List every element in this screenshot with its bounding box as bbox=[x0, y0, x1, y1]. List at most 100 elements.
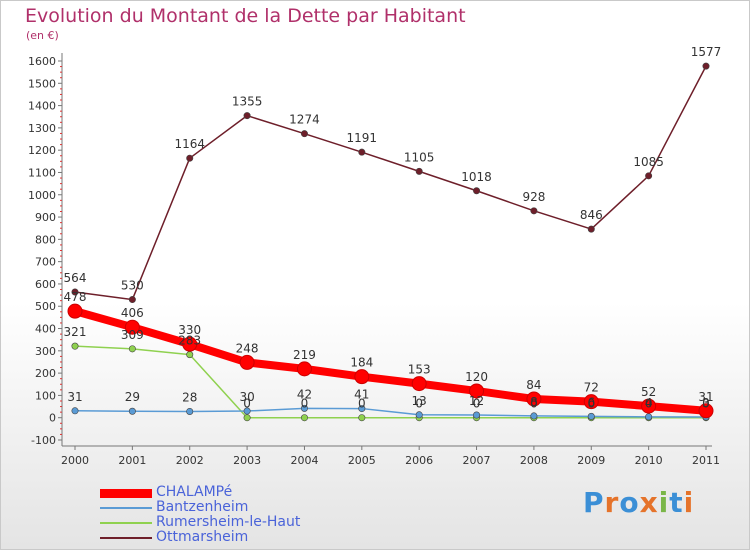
logo-letter: i bbox=[658, 486, 670, 519]
y-tick-label: 200 bbox=[35, 367, 56, 380]
data-label-3: 1355 bbox=[232, 95, 263, 109]
data-point-3 bbox=[358, 148, 366, 156]
data-label-2: 0 bbox=[415, 397, 423, 411]
data-label-1: 30 bbox=[239, 390, 254, 404]
data-label-2: 0 bbox=[530, 397, 538, 411]
logo-letter: t bbox=[669, 486, 684, 519]
legend-label: Ottmarsheim bbox=[156, 529, 249, 545]
data-label-1: 8 bbox=[530, 395, 538, 409]
data-label-1: 42 bbox=[297, 387, 312, 401]
legend-label: Bantzenheim bbox=[156, 499, 249, 515]
data-point-1 bbox=[128, 407, 136, 415]
data-point-3 bbox=[473, 187, 481, 195]
data-label-1: 41 bbox=[354, 388, 369, 402]
y-tick-label: 1600 bbox=[28, 55, 56, 68]
data-point-2 bbox=[300, 414, 308, 422]
data-label-2: 0 bbox=[358, 397, 366, 411]
data-point-3 bbox=[645, 172, 653, 180]
x-tick-label: 2004 bbox=[290, 454, 318, 467]
legend-label: CHALAMPé bbox=[156, 484, 233, 500]
data-label-2: 321 bbox=[64, 325, 87, 339]
data-label-0: 406 bbox=[121, 306, 144, 320]
logo-letter: i bbox=[683, 486, 695, 519]
y-tick-label: 100 bbox=[35, 389, 56, 402]
y-tick-label: 800 bbox=[35, 233, 56, 246]
legend-swatch bbox=[100, 522, 152, 524]
data-label-3: 1018 bbox=[461, 170, 492, 184]
data-point-0 bbox=[526, 391, 542, 407]
chart-title: Evolution du Montant de la Dette par Hab… bbox=[25, 5, 466, 27]
x-tick-label: 2006 bbox=[405, 454, 433, 467]
data-point-2 bbox=[243, 414, 251, 422]
y-tick-label: 700 bbox=[35, 256, 56, 269]
data-point-1 bbox=[587, 412, 595, 420]
proxiti-logo: Proxiti bbox=[583, 486, 694, 519]
data-label-2: 0 bbox=[473, 397, 481, 411]
data-point-0 bbox=[698, 403, 714, 419]
x-tick-label: 2005 bbox=[348, 454, 376, 467]
x-tick-label: 2009 bbox=[577, 454, 605, 467]
legend-label: Rumersheim-le-Haut bbox=[156, 514, 301, 530]
y-tick-label: 400 bbox=[35, 323, 56, 336]
y-tick-label: 1300 bbox=[28, 122, 56, 135]
series-line-2 bbox=[74, 345, 707, 419]
data-label-3: 1164 bbox=[174, 137, 205, 151]
data-label-0: 219 bbox=[293, 348, 316, 362]
data-point-3 bbox=[702, 62, 710, 70]
data-label-1: 28 bbox=[182, 390, 197, 404]
y-tick-label: 600 bbox=[35, 278, 56, 291]
data-point-0 bbox=[182, 336, 198, 352]
data-point-1 bbox=[645, 413, 653, 421]
y-tick-label: 1000 bbox=[28, 189, 56, 202]
data-point-0 bbox=[354, 369, 370, 385]
legend-swatch bbox=[100, 488, 152, 498]
data-label-0: 52 bbox=[641, 385, 656, 399]
data-label-2: 0 bbox=[587, 397, 595, 411]
data-point-1 bbox=[186, 407, 194, 415]
data-point-0 bbox=[124, 319, 140, 335]
data-point-1 bbox=[71, 407, 79, 415]
data-label-3: 530 bbox=[121, 279, 144, 293]
y-tick-label: 1200 bbox=[28, 144, 56, 157]
data-label-3: 1191 bbox=[347, 131, 378, 145]
logo-letter: x bbox=[639, 486, 659, 519]
data-point-2 bbox=[71, 342, 79, 350]
data-point-1 bbox=[415, 411, 423, 419]
data-label-2: 0 bbox=[702, 397, 710, 411]
data-label-0: 478 bbox=[64, 290, 87, 304]
data-point-2 bbox=[186, 351, 194, 359]
data-point-2 bbox=[128, 345, 136, 353]
y-tick-label: 300 bbox=[35, 345, 56, 358]
data-point-1 bbox=[243, 407, 251, 415]
series-line-3 bbox=[74, 65, 707, 301]
y-tick-label: 1500 bbox=[28, 77, 56, 90]
data-label-2: 0 bbox=[243, 397, 251, 411]
data-label-1: 12 bbox=[469, 394, 484, 408]
legend-swatch bbox=[100, 507, 152, 509]
x-tick-label: 2001 bbox=[118, 454, 146, 467]
y-tick-label: 1400 bbox=[28, 100, 56, 113]
data-point-1 bbox=[473, 411, 481, 419]
x-tick-label: 2000 bbox=[61, 454, 89, 467]
unit-label: (en €) bbox=[26, 29, 59, 42]
data-label-0: 120 bbox=[465, 370, 488, 384]
data-label-0: 330 bbox=[178, 323, 201, 337]
y-tick-label: 1100 bbox=[28, 166, 56, 179]
data-label-1: 13 bbox=[412, 394, 427, 408]
data-point-0 bbox=[67, 303, 83, 319]
data-point-3 bbox=[587, 225, 595, 233]
data-point-0 bbox=[469, 383, 485, 399]
data-point-1 bbox=[358, 405, 366, 413]
data-label-0: 248 bbox=[236, 341, 259, 355]
data-label-0: 84 bbox=[526, 378, 541, 392]
data-label-1: 3 bbox=[702, 396, 710, 410]
data-point-3 bbox=[530, 207, 538, 215]
x-tick-label: 2002 bbox=[176, 454, 204, 467]
y-tick-label: 0 bbox=[49, 412, 56, 425]
data-point-1 bbox=[300, 404, 308, 412]
data-point-3 bbox=[243, 112, 251, 120]
series-line-1 bbox=[74, 407, 707, 418]
logo-letter: o bbox=[619, 486, 640, 519]
data-point-0 bbox=[641, 398, 657, 414]
